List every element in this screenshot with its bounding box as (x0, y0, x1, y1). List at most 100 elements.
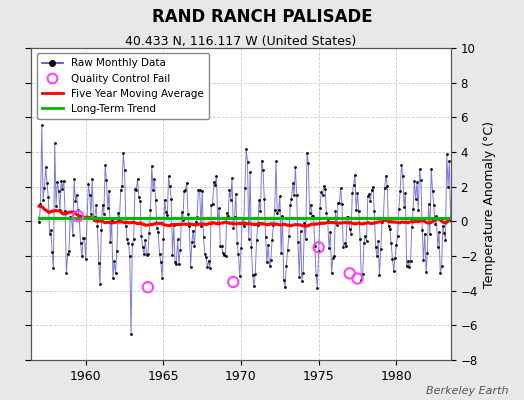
Point (155, 251, 163, 258)
Point (307, 202, 315, 208)
Point (238, 214, 246, 221)
Point (167, 196, 176, 202)
Point (357, 277, 366, 284)
Point (254, 222, 262, 228)
Point (433, 244, 442, 250)
Point (339, 244, 347, 250)
Point (104, 205, 112, 212)
Point (251, 270, 259, 277)
Point (189, 227, 198, 234)
Point (317, 189, 325, 195)
Point (308, 213, 316, 219)
Point (36, 201, 45, 208)
Point (121, 167, 129, 173)
Point (278, 213, 287, 220)
Point (145, 230, 154, 236)
Point (163, 212, 171, 219)
Point (413, 179, 421, 185)
Point (195, 186, 204, 193)
Point (405, 264, 413, 270)
Point (319, 192, 327, 198)
Point (379, 216, 388, 222)
Point (395, 206, 403, 212)
Point (199, 234, 208, 240)
Point (402, 263, 411, 269)
Point (352, 206, 361, 213)
Point (165, 173, 173, 180)
Point (314, 248, 323, 254)
Point (356, 236, 364, 242)
Point (150, 176, 159, 182)
Point (219, 250, 227, 256)
Point (237, 245, 245, 252)
Point (336, 185, 345, 192)
Point (49, 265, 58, 271)
Point (56, 207, 64, 213)
Point (203, 264, 212, 270)
Point (99, 202, 107, 208)
Point (173, 236, 182, 242)
Point (116, 187, 125, 194)
Point (96, 281, 104, 287)
Point (304, 160, 312, 166)
Point (154, 228, 162, 235)
Point (247, 244, 256, 250)
Point (375, 272, 384, 278)
Point (264, 241, 272, 248)
Point (269, 222, 278, 228)
Point (101, 162, 110, 168)
Point (44, 194, 52, 200)
Point (301, 236, 310, 242)
Point (234, 251, 243, 257)
Point (107, 217, 116, 223)
Point (206, 265, 214, 271)
Point (63, 251, 72, 257)
Point (309, 213, 318, 219)
Point (444, 183, 452, 190)
Point (106, 239, 115, 246)
Text: Berkeley Earth: Berkeley Earth (426, 386, 508, 396)
Point (331, 208, 340, 214)
Point (298, 277, 306, 284)
Point (297, 228, 305, 234)
Point (187, 264, 195, 270)
Point (425, 230, 434, 237)
Point (270, 207, 279, 214)
Point (305, 210, 314, 216)
Point (231, 214, 239, 220)
Point (54, 187, 63, 194)
Point (416, 166, 424, 172)
Point (71, 198, 80, 204)
Point (377, 246, 385, 253)
Point (348, 190, 356, 197)
Point (217, 243, 226, 250)
Point (168, 252, 177, 258)
Point (411, 196, 420, 203)
Point (50, 140, 59, 146)
Point (396, 188, 405, 194)
Point (97, 227, 105, 233)
Point (353, 190, 362, 196)
Point (160, 196, 169, 203)
Point (386, 226, 394, 232)
Point (419, 257, 428, 263)
Point (43, 180, 51, 186)
Point (430, 202, 438, 208)
Point (188, 239, 196, 245)
Point (131, 186, 139, 192)
Point (250, 283, 258, 290)
Point (84, 181, 93, 187)
Point (404, 258, 412, 264)
Point (215, 205, 223, 212)
Point (277, 250, 286, 257)
Point (428, 188, 436, 194)
Point (138, 244, 147, 250)
Point (363, 237, 371, 244)
Point (383, 182, 391, 189)
Point (110, 258, 118, 264)
Point (194, 187, 203, 193)
Point (452, 248, 460, 254)
Point (421, 230, 429, 237)
Point (38, 122, 46, 128)
Point (291, 164, 300, 170)
